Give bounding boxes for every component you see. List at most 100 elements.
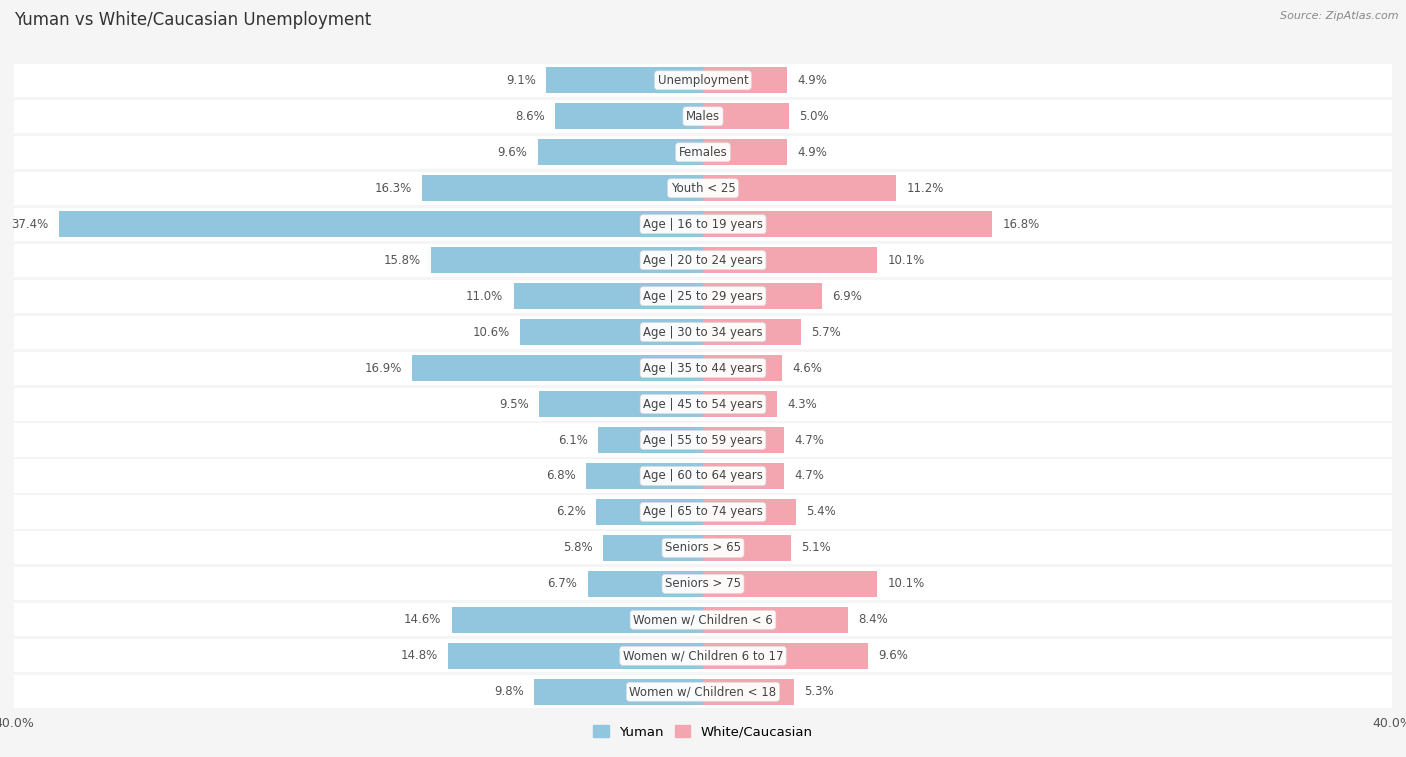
Bar — [603, 535, 703, 561]
Bar — [547, 67, 703, 93]
Text: 15.8%: 15.8% — [384, 254, 420, 266]
Bar — [14, 351, 1392, 385]
Text: 37.4%: 37.4% — [11, 218, 48, 231]
Bar — [14, 316, 1392, 349]
Bar — [14, 207, 1392, 241]
Text: 11.0%: 11.0% — [465, 290, 503, 303]
Text: Women w/ Children 6 to 17: Women w/ Children 6 to 17 — [623, 650, 783, 662]
Bar — [430, 248, 703, 273]
Bar — [14, 603, 1392, 637]
Bar — [703, 67, 787, 93]
Text: Age | 55 to 59 years: Age | 55 to 59 years — [643, 434, 763, 447]
Text: Unemployment: Unemployment — [658, 74, 748, 87]
Text: Women w/ Children < 18: Women w/ Children < 18 — [630, 685, 776, 698]
Bar — [14, 567, 1392, 600]
Text: Females: Females — [679, 146, 727, 159]
Bar — [14, 136, 1392, 169]
Bar — [586, 463, 703, 489]
Bar — [703, 355, 782, 381]
Text: 5.4%: 5.4% — [807, 506, 837, 519]
Text: 4.9%: 4.9% — [797, 74, 828, 87]
Text: 4.7%: 4.7% — [794, 434, 824, 447]
Text: 5.1%: 5.1% — [801, 541, 831, 554]
Bar — [14, 639, 1392, 672]
Text: Women w/ Children < 6: Women w/ Children < 6 — [633, 613, 773, 626]
Text: 5.8%: 5.8% — [564, 541, 593, 554]
Bar — [703, 176, 896, 201]
Bar — [14, 531, 1392, 565]
Text: 14.6%: 14.6% — [404, 613, 441, 626]
Text: 9.5%: 9.5% — [499, 397, 529, 410]
Legend: Yuman, White/Caucasian: Yuman, White/Caucasian — [588, 720, 818, 744]
Bar — [555, 104, 703, 129]
Text: Age | 20 to 24 years: Age | 20 to 24 years — [643, 254, 763, 266]
Bar — [513, 283, 703, 309]
Text: Age | 45 to 54 years: Age | 45 to 54 years — [643, 397, 763, 410]
Bar — [14, 172, 1392, 205]
Bar — [14, 279, 1392, 313]
Text: 9.1%: 9.1% — [506, 74, 536, 87]
Text: 10.1%: 10.1% — [887, 254, 925, 266]
Text: 9.8%: 9.8% — [494, 685, 524, 698]
Bar — [703, 211, 993, 237]
Text: 4.3%: 4.3% — [787, 397, 817, 410]
Text: 10.1%: 10.1% — [887, 578, 925, 590]
Text: 10.6%: 10.6% — [472, 326, 510, 338]
Text: 9.6%: 9.6% — [498, 146, 527, 159]
Bar — [703, 391, 778, 417]
Bar — [703, 104, 789, 129]
Bar — [422, 176, 703, 201]
Text: Age | 65 to 74 years: Age | 65 to 74 years — [643, 506, 763, 519]
Bar — [537, 139, 703, 165]
Text: 8.4%: 8.4% — [858, 613, 887, 626]
Bar — [703, 319, 801, 345]
Bar — [703, 643, 869, 668]
Bar — [703, 139, 787, 165]
Bar — [588, 571, 703, 597]
Bar — [534, 679, 703, 705]
Text: Age | 16 to 19 years: Age | 16 to 19 years — [643, 218, 763, 231]
Text: 8.6%: 8.6% — [515, 110, 544, 123]
Text: 11.2%: 11.2% — [907, 182, 943, 195]
Text: Age | 25 to 29 years: Age | 25 to 29 years — [643, 290, 763, 303]
Bar — [14, 244, 1392, 277]
Bar — [703, 607, 848, 633]
Bar — [703, 248, 877, 273]
Text: 5.7%: 5.7% — [811, 326, 841, 338]
Text: Source: ZipAtlas.com: Source: ZipAtlas.com — [1281, 11, 1399, 21]
Text: 9.6%: 9.6% — [879, 650, 908, 662]
Bar — [14, 495, 1392, 528]
Bar — [14, 100, 1392, 133]
Bar — [451, 607, 703, 633]
Text: Age | 60 to 64 years: Age | 60 to 64 years — [643, 469, 763, 482]
Bar — [14, 423, 1392, 456]
Text: 16.9%: 16.9% — [364, 362, 402, 375]
Bar — [598, 427, 703, 453]
Text: Yuman vs White/Caucasian Unemployment: Yuman vs White/Caucasian Unemployment — [14, 11, 371, 30]
Bar — [14, 64, 1392, 97]
Text: 16.3%: 16.3% — [374, 182, 412, 195]
Text: Males: Males — [686, 110, 720, 123]
Bar — [703, 283, 823, 309]
Text: Age | 35 to 44 years: Age | 35 to 44 years — [643, 362, 763, 375]
Text: 6.2%: 6.2% — [555, 506, 586, 519]
Bar — [14, 675, 1392, 709]
Bar — [449, 643, 703, 668]
Bar — [703, 463, 785, 489]
Text: Seniors > 75: Seniors > 75 — [665, 578, 741, 590]
Bar — [14, 388, 1392, 421]
Text: 4.9%: 4.9% — [797, 146, 828, 159]
Text: 16.8%: 16.8% — [1002, 218, 1040, 231]
Text: 4.7%: 4.7% — [794, 469, 824, 482]
Bar — [596, 499, 703, 525]
Bar — [540, 391, 703, 417]
Text: 6.9%: 6.9% — [832, 290, 862, 303]
Bar — [412, 355, 703, 381]
Text: 6.7%: 6.7% — [547, 578, 578, 590]
Text: Seniors > 65: Seniors > 65 — [665, 541, 741, 554]
Bar — [703, 499, 796, 525]
Bar — [520, 319, 703, 345]
Bar — [703, 427, 785, 453]
Bar — [703, 679, 794, 705]
Text: 14.8%: 14.8% — [401, 650, 437, 662]
